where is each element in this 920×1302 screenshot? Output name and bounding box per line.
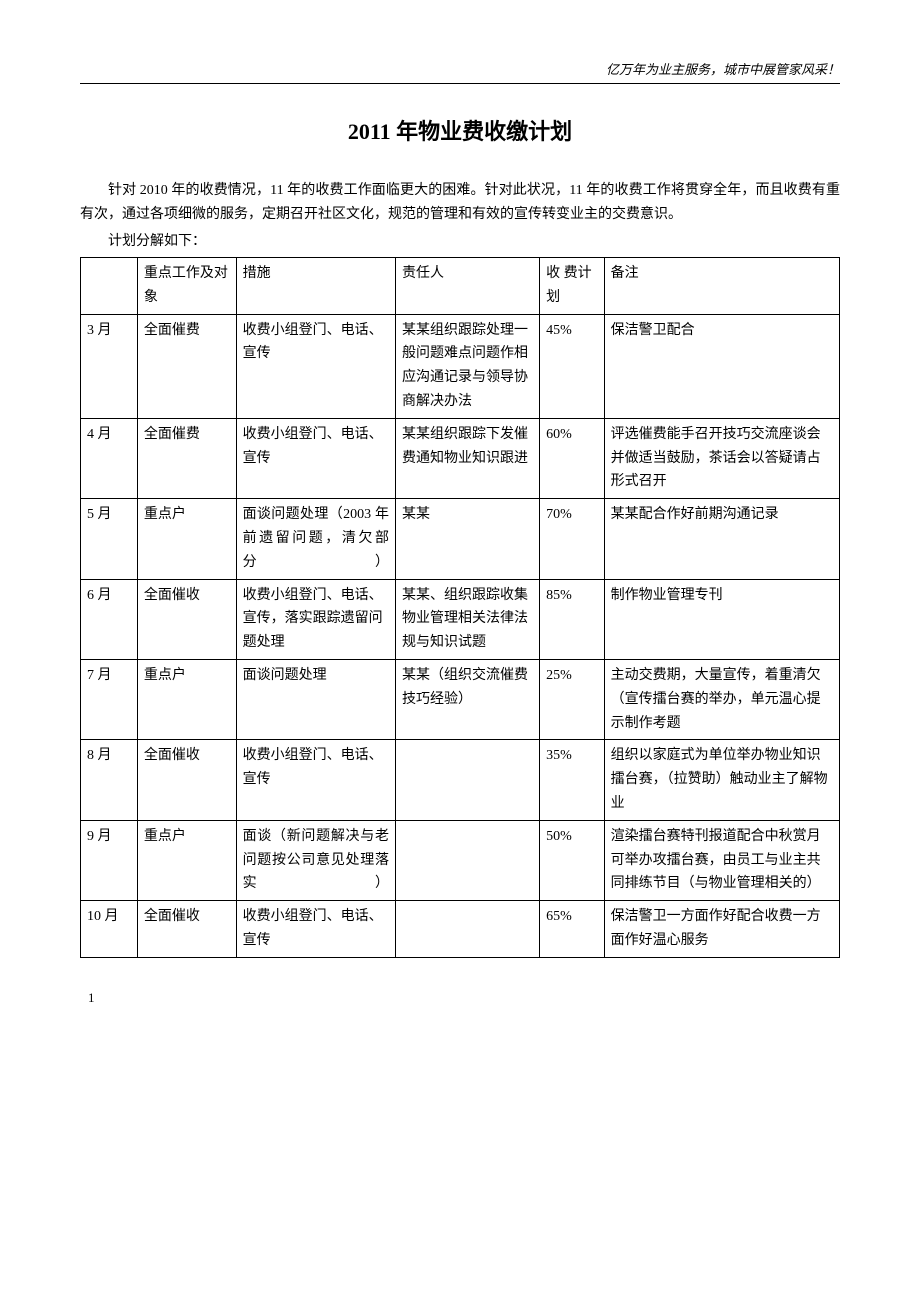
table-row: 7 月重点户面谈问题处理某某（组织交流催费 技巧经验）25%主动交费期，大量宣传… <box>81 659 840 739</box>
col-focus: 重点工作及对象 <box>137 257 236 314</box>
col-measure: 措施 <box>236 257 395 314</box>
cell-month: 9 月 <box>81 820 138 900</box>
table-row: 9 月重点户面谈（新问题解决与老问题按公司意见处理落实） 50%渲染擂台赛特刊报道… <box>81 820 840 900</box>
header-rule <box>80 83 840 84</box>
cell-month: 3 月 <box>81 314 138 418</box>
cell-note: 组织以家庭式为单位举办物业知识擂台赛，（拉赞助）触动业主了解物业 <box>604 740 839 820</box>
cell-note: 制作物业管理专刊 <box>604 579 839 659</box>
cell-note: 保洁警卫配合 <box>604 314 839 418</box>
table-row: 5 月重点户面谈问题处理（2003 年前遗留问题，清欠部分）某某70%某某配合作… <box>81 499 840 579</box>
table-row: 4 月全面催费收费小组登门、电话、宣传某某组织跟踪下发催费通知物业知识跟进60%… <box>81 418 840 498</box>
cell-plan: 65% <box>540 901 605 958</box>
cell-responsible: 某某（组织交流催费 技巧经验） <box>395 659 539 739</box>
col-responsible: 责任人 <box>395 257 539 314</box>
cell-focus: 重点户 <box>137 820 236 900</box>
cell-plan: 25% <box>540 659 605 739</box>
plan-subhead: 计划分解如下： <box>80 231 840 253</box>
cell-measure: 面谈问题处理 <box>236 659 395 739</box>
table-row: 10 月全面催收收费小组登门、电话、宣传 65%保洁警卫一方面作好配合收费一方面作… <box>81 901 840 958</box>
cell-responsible <box>395 820 539 900</box>
col-note: 备注 <box>604 257 839 314</box>
header-slogan: 亿万年为业主服务，城市中展管家风采！ <box>80 60 840 81</box>
cell-month: 7 月 <box>81 659 138 739</box>
table-row: 6 月全面催收收费小组登门、电话、宣传，落实跟踪遗留问题处理某某、组织跟踪收集物… <box>81 579 840 659</box>
cell-note: 评选催费能手召开技巧交流座谈会并做适当鼓励，茶话会以答疑请占形式召开 <box>604 418 839 498</box>
cell-measure: 面谈问题处理（2003 年前遗留问题，清欠部分） <box>236 499 395 579</box>
col-plan: 收 费计划 <box>540 257 605 314</box>
cell-measure: 面谈（新问题解决与老问题按公司意见处理落实） <box>236 820 395 900</box>
cell-note: 保洁警卫一方面作好配合收费一方面作好温心服务 <box>604 901 839 958</box>
cell-measure: 收费小组登门、电话、宣传 <box>236 314 395 418</box>
table-header-row: 重点工作及对象 措施 责任人 收 费计划 备注 <box>81 257 840 314</box>
cell-month: 5 月 <box>81 499 138 579</box>
cell-responsible <box>395 901 539 958</box>
cell-responsible: 某某 <box>395 499 539 579</box>
cell-focus: 全面催收 <box>137 579 236 659</box>
cell-month: 6 月 <box>81 579 138 659</box>
cell-focus: 全面催收 <box>137 901 236 958</box>
page-number: 1 <box>80 988 840 1009</box>
cell-plan: 85% <box>540 579 605 659</box>
cell-focus: 全面催费 <box>137 314 236 418</box>
cell-plan: 50% <box>540 820 605 900</box>
plan-table: 重点工作及对象 措施 责任人 收 费计划 备注 3 月全面催费收费小组登门、电话… <box>80 257 840 958</box>
cell-focus: 重点户 <box>137 659 236 739</box>
cell-measure: 收费小组登门、电话、宣传，落实跟踪遗留问题处理 <box>236 579 395 659</box>
cell-note: 某某配合作好前期沟通记录 <box>604 499 839 579</box>
cell-focus: 全面催费 <box>137 418 236 498</box>
table-row: 3 月全面催费收费小组登门、电话、宣传某某组织跟踪处理一般问题难点问题作相应沟通… <box>81 314 840 418</box>
cell-measure: 收费小组登门、电话、宣传 <box>236 901 395 958</box>
cell-plan: 35% <box>540 740 605 820</box>
cell-note: 渲染擂台赛特刊报道配合中秋赏月可举办攻擂台赛，由员工与业主共同排练节目（与物业管… <box>604 820 839 900</box>
cell-responsible <box>395 740 539 820</box>
cell-plan: 45% <box>540 314 605 418</box>
table-row: 8 月全面催收收费小组登门、电话、宣传 35%组织以家庭式为单位举办物业知识擂台赛… <box>81 740 840 820</box>
table-body: 3 月全面催费收费小组登门、电话、宣传某某组织跟踪处理一般问题难点问题作相应沟通… <box>81 314 840 957</box>
cell-focus: 重点户 <box>137 499 236 579</box>
cell-month: 10 月 <box>81 901 138 958</box>
cell-measure: 收费小组登门、电话、宣传 <box>236 740 395 820</box>
cell-responsible: 某某组织跟踪下发催费通知物业知识跟进 <box>395 418 539 498</box>
page-title: 2011 年物业费收缴计划 <box>80 114 840 149</box>
cell-plan: 70% <box>540 499 605 579</box>
intro-paragraph: 针对 2010 年的收费情况，11 年的收费工作面临更大的困难。针对此状况，11… <box>80 179 840 227</box>
cell-month: 8 月 <box>81 740 138 820</box>
cell-focus: 全面催收 <box>137 740 236 820</box>
cell-plan: 60% <box>540 418 605 498</box>
cell-month: 4 月 <box>81 418 138 498</box>
cell-measure: 收费小组登门、电话、宣传 <box>236 418 395 498</box>
cell-responsible: 某某、组织跟踪收集物业管理相关法律法规与知识试题 <box>395 579 539 659</box>
col-month <box>81 257 138 314</box>
cell-responsible: 某某组织跟踪处理一般问题难点问题作相应沟通记录与领导协商解决办法 <box>395 314 539 418</box>
cell-note: 主动交费期，大量宣传，着重清欠（宣传擂台赛的举办，单元温心提示制作考题 <box>604 659 839 739</box>
